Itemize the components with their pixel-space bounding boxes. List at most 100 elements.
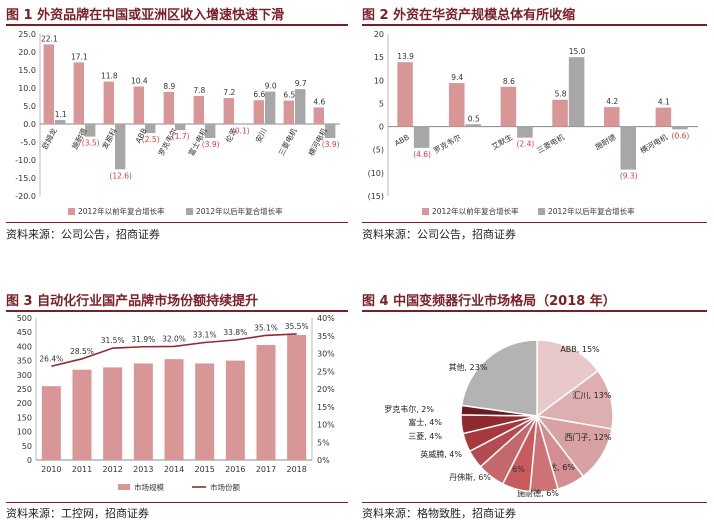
data-label: 15.0 (569, 47, 586, 56)
y2-tick-label: 40% (317, 314, 335, 323)
bar-before (133, 86, 144, 124)
data-label: (9.3) (620, 172, 638, 181)
x-tick-label: 2017 (256, 465, 276, 474)
chart-3: 0 50 100 150 200 250 300 350 400 450 500 0% 5% 10% 15%… (17, 314, 335, 492)
y2-tick-label: 10% (317, 421, 335, 430)
bar-after (115, 124, 126, 170)
bar-after (205, 124, 216, 139)
x-tick-label: 2013 (133, 465, 153, 474)
y-tick-label: 5 (379, 99, 384, 108)
category-label: ABB (393, 133, 411, 149)
category-label: 三菱电机 (535, 131, 566, 155)
y-tick-label: 450 (17, 328, 32, 337)
panel-1-title: 图 1 外资品牌在中国或亚洲区收入增速快速下滑 (6, 8, 285, 23)
slice-label: 其他, 23% (449, 362, 488, 372)
bar-after (620, 126, 637, 170)
data-label: 8.6 (503, 77, 515, 86)
y-tick-label: 150 (17, 413, 32, 422)
data-label: 13.9 (397, 52, 414, 61)
data-label: (12.6) (109, 171, 132, 180)
bar-after (235, 124, 246, 125)
category-label: 横河电机 (638, 131, 669, 155)
y2-tick-label: 0% (317, 456, 330, 465)
bar-before (73, 62, 84, 124)
data-label: (2.5) (142, 135, 160, 144)
y-tick-label: -10.0 (15, 156, 36, 165)
legend-swatch (118, 484, 130, 490)
panel-2: 图 2 外资在华资产规模总体有所收缩 (15) (10) (5) 0 5 10 15 20 13… (362, 4, 707, 244)
y-tick-label: 20 (374, 30, 384, 39)
data-label: 9.0 (265, 82, 277, 91)
data-label: 11.8 (101, 72, 118, 81)
data-label: 17.1 (71, 52, 88, 61)
bar-before (253, 100, 264, 124)
panel-4-title: 图 4 中国变频器行业市场格局（2018 年） (362, 294, 616, 309)
data-label: (3.5) (82, 139, 100, 148)
panel-2-source: 资料来源：公司公告，招商证券 (362, 228, 516, 241)
data-label: 7.8 (193, 86, 205, 95)
bar-market-size (103, 367, 123, 460)
panel-4-source: 资料来源：格物致胜，招商证券 (362, 507, 516, 520)
data-label: (0.6) (672, 131, 690, 140)
y-tick-label: 15 (374, 53, 384, 62)
legend-label: 市场规模 (134, 482, 164, 492)
bar-after (672, 126, 688, 130)
slice-label: 英威腾, 4% (420, 449, 462, 459)
data-label: 5.8 (555, 90, 567, 99)
bar-after (145, 124, 156, 133)
y-tick-label: (15) (368, 192, 384, 201)
bar-market-size (133, 363, 153, 460)
bar-market-size (164, 359, 184, 460)
pie-slice (535, 369, 614, 430)
data-label: (3.9) (322, 140, 340, 149)
slice-label: 台达, 6% (541, 462, 575, 472)
data-label: 6.5 (283, 91, 295, 100)
category-label: 安川 (253, 126, 269, 144)
chart-1: -20.0 -15.0 -10.0 -5.0 0.0 5.0 10.0 15.0 20.0 25.… (15, 30, 340, 216)
y2-tick-label: 25% (317, 367, 335, 376)
bar-before (603, 107, 620, 127)
legend-swatch (186, 208, 193, 215)
bar-before (163, 91, 174, 124)
y-tick-label: 25.0 (18, 30, 36, 39)
y-tick-label: 100 (17, 428, 32, 437)
bar-before (397, 62, 413, 127)
panel-3-title: 图 3 自动化行业国产品牌市场份额持续提升 (6, 294, 259, 309)
slice-label: 施耐德, 6% (517, 488, 559, 498)
bar-market-size (195, 363, 215, 460)
panel-2-title: 图 2 外资在华资产规模总体有所收缩 (362, 8, 576, 23)
legend-swatch (68, 208, 75, 215)
data-label: 31.9% (131, 335, 155, 344)
slice-label: 罗克韦尔, 2% (384, 404, 434, 414)
bar-market-size (72, 369, 92, 460)
slice-label: 西门子, 12% (565, 432, 612, 442)
bar-before (313, 107, 324, 124)
panel-1-source: 资料来源：公司公告，招商证券 (6, 228, 160, 241)
data-label: 10.4 (131, 77, 148, 86)
data-label: 33.8% (223, 328, 247, 337)
legend-swatch (538, 208, 545, 215)
y-tick-label: 15.0 (18, 66, 36, 75)
y-tick-label: 5.0 (23, 102, 36, 111)
bar-market-size (287, 335, 307, 460)
line-market-share (51, 333, 297, 368)
data-label: 8.9 (163, 82, 175, 91)
y-tick-label: (10) (368, 169, 384, 178)
x-tick-label: 2011 (72, 465, 92, 474)
bar-after (325, 124, 336, 139)
data-label: (0.1) (232, 126, 250, 135)
data-label: 4.1 (658, 98, 670, 107)
data-label: 33.1% (193, 330, 217, 339)
data-label: (4.6) (413, 150, 431, 159)
slice-label: 富士, 4% (408, 417, 442, 427)
bar-market-size (41, 386, 61, 460)
panel-4-title-rule (362, 310, 707, 312)
bar-after (55, 120, 66, 124)
x-tick-label: 2015 (194, 465, 214, 474)
panel-2-title-rule (362, 24, 707, 26)
y-tick-label: 20.0 (18, 48, 36, 57)
pie-slice (460, 339, 538, 417)
legend-label: 2012年以后年复合增长率 (196, 206, 283, 216)
y-tick-label: 10 (374, 76, 384, 85)
bar-before (500, 86, 517, 127)
